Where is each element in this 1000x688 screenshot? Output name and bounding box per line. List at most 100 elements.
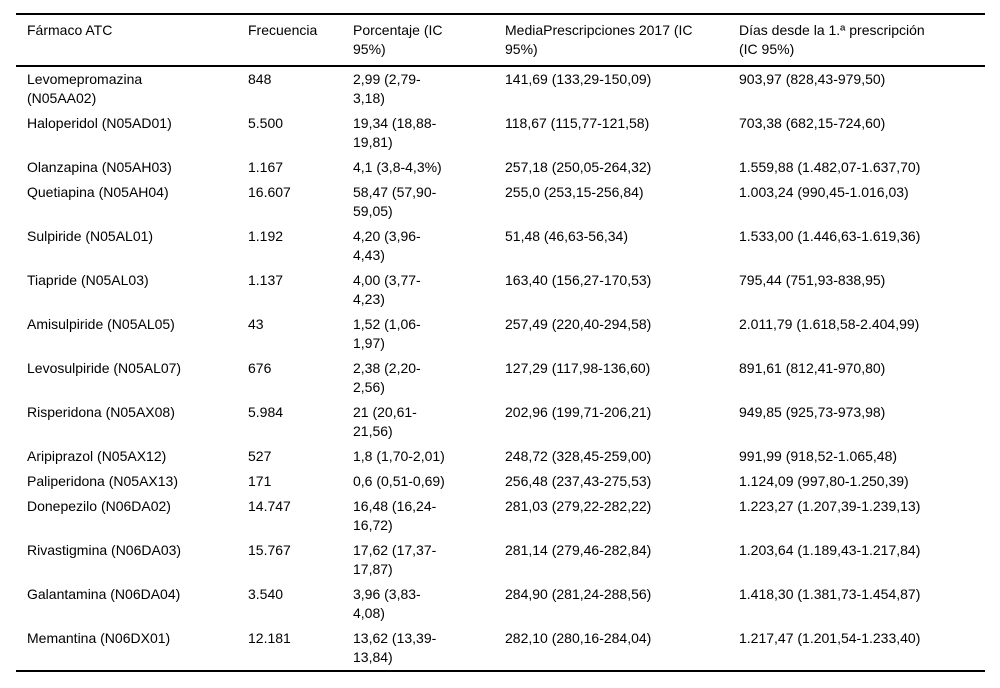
table-row: Sulpiride (N05AL01) 1.192 4,20 (3,96- 4,43… bbox=[16, 224, 985, 268]
table-cell: Risperidona (N05AX08) bbox=[27, 404, 175, 420]
table-cell: 15.767 bbox=[248, 542, 291, 558]
table-cell: 1.533,00 (1.446,63-1.619,36) bbox=[739, 228, 921, 244]
table-cell: 248,72 (328,45-259,00) bbox=[505, 448, 652, 464]
table-cell: 1.418,30 (1.381,73-1.454,87) bbox=[739, 586, 921, 602]
table-cell: 282,10 (280,16-284,04) bbox=[505, 630, 652, 646]
table-cell: 284,90 (281,24-288,56) bbox=[505, 586, 652, 602]
table-row: Rivastigmina (N06DA03) 15.767 17,62 (17,37… bbox=[16, 538, 985, 582]
table-cell: 4,20 (3,96- 4,43) bbox=[353, 228, 421, 263]
table-cell: 848 bbox=[248, 71, 272, 87]
drug-prescription-table: Fármaco ATC Frecuencia Porcentaje (IC 95… bbox=[16, 13, 985, 672]
table-row: Amisulpiride (N05AL05) 43 1,52 (1,06- 1,97… bbox=[16, 312, 985, 356]
table-cell: 202,96 (199,71-206,21) bbox=[505, 404, 652, 420]
table-cell: 2,99 (2,79- 3,18) bbox=[353, 71, 421, 106]
table-row: Donepezilo (N06DA02) 14.747 16,48 (16,24- … bbox=[16, 494, 985, 538]
table-cell: 141,69 (133,29-150,09) bbox=[505, 71, 652, 87]
table-cell: 3,96 (3,83- 4,08) bbox=[353, 586, 421, 621]
table-cell: 527 bbox=[248, 448, 272, 464]
table-cell: 795,44 (751,93-838,95) bbox=[739, 272, 886, 288]
table-cell: 1.203,64 (1.189,43-1.217,84) bbox=[739, 542, 921, 558]
table-cell: 51,48 (46,63-56,34) bbox=[505, 228, 628, 244]
table-cell: 257,18 (250,05-264,32) bbox=[505, 159, 652, 175]
table-row: Quetiapina (N05AH04) 16.607 58,47 (57,90- … bbox=[16, 180, 985, 224]
table-cell: 127,29 (117,98-136,60) bbox=[505, 360, 651, 376]
table-cell: 0,6 (0,51-0,69) bbox=[353, 473, 445, 489]
table-cell: Levomepromazina (N05AA02) bbox=[27, 71, 143, 106]
table-cell: 1.124,09 (997,80-1.250,39) bbox=[739, 473, 909, 489]
table-row: Memantina (N06DX01) 12.181 13,62 (13,39- 1… bbox=[16, 626, 985, 671]
table-cell: Galantamina (N06DA04) bbox=[27, 586, 181, 602]
table-cell: 891,61 (812,41-970,80) bbox=[739, 360, 886, 376]
table-cell: 5.984 bbox=[248, 404, 284, 420]
table-cell: Haloperidol (N05AD01) bbox=[27, 115, 172, 131]
table-cell: 703,38 (682,15-724,60) bbox=[739, 115, 886, 131]
table-cell: 903,97 (828,43-979,50) bbox=[739, 71, 886, 87]
table-row: Risperidona (N05AX08) 5.984 21 (20,61- 21,… bbox=[16, 400, 985, 444]
table-cell: 4,00 (3,77- 4,23) bbox=[353, 272, 421, 307]
table-cell: Paliperidona (N05AX13) bbox=[27, 473, 178, 489]
table-cell: 256,48 (237,43-275,53) bbox=[505, 473, 652, 489]
table-header: Fármaco ATC Frecuencia Porcentaje (IC 95… bbox=[16, 14, 985, 67]
column-header-farmaco-atc: Fármaco ATC bbox=[16, 14, 248, 67]
table-cell: 163,40 (156,27-170,53) bbox=[505, 272, 652, 288]
table-cell: Quetiapina (N05AH04) bbox=[27, 184, 169, 200]
table-cell: Rivastigmina (N06DA03) bbox=[27, 542, 182, 558]
table-cell: 1.223,27 (1.207,39-1.239,13) bbox=[739, 498, 921, 514]
table-cell: 991,99 (918,52-1.065,48) bbox=[739, 448, 898, 464]
table-cell: 281,14 (279,46-282,84) bbox=[505, 542, 652, 558]
table-row: Haloperidol (N05AD01) 5.500 19,34 (18,88- … bbox=[16, 111, 985, 155]
table-cell: Donepezilo (N06DA02) bbox=[27, 498, 171, 514]
table-cell: 949,85 (925,73-973,98) bbox=[739, 404, 886, 420]
table-cell: 1,8 (1,70-2,01) bbox=[353, 448, 445, 464]
column-header-frecuencia: Frecuencia bbox=[248, 14, 353, 67]
table-cell: 255,0 (253,15-256,84) bbox=[505, 184, 644, 200]
table-cell: 1.559,88 (1.482,07-1.637,70) bbox=[739, 159, 921, 175]
table-cell: 1.217,47 (1.201,54-1.233,40) bbox=[739, 630, 921, 646]
table-cell: 1.167 bbox=[248, 159, 284, 175]
table-cell: 2,38 (2,20- 2,56) bbox=[353, 360, 421, 395]
table-cell: 12.181 bbox=[248, 630, 291, 646]
table-cell: 19,34 (18,88- 19,81) bbox=[353, 115, 437, 150]
header-row: Fármaco ATC Frecuencia Porcentaje (IC 95… bbox=[16, 14, 985, 67]
table-cell: 171 bbox=[248, 473, 272, 489]
table-row: Levomepromazina (N05AA02) 848 2,99 (2,79- … bbox=[16, 66, 985, 111]
table-row: Levosulpiride (N05AL07) 676 2,38 (2,20- 2,… bbox=[16, 356, 985, 400]
table-cell: 43 bbox=[248, 316, 264, 332]
table-cell: Olanzapina (N05AH03) bbox=[27, 159, 172, 175]
table-cell: 1.003,24 (990,45-1.016,03) bbox=[739, 184, 909, 200]
table-cell: Amisulpiride (N05AL05) bbox=[27, 316, 175, 332]
column-header-media-prescripciones-2017: MediaPrescripciones 2017 (IC 95%) bbox=[505, 14, 739, 67]
table-cell: 4,1 (3,8-4,3%) bbox=[353, 159, 442, 175]
table-cell: 1.192 bbox=[248, 228, 284, 244]
table-cell: 3.540 bbox=[248, 586, 284, 602]
table-cell: 17,62 (17,37- 17,87) bbox=[353, 542, 437, 577]
column-header-dias-primera-prescripcion: Días desde la 1.ª prescripción (IC 95%) bbox=[739, 14, 985, 67]
table-cell: 16,48 (16,24- 16,72) bbox=[353, 498, 437, 533]
table-cell: 58,47 (57,90- 59,05) bbox=[353, 184, 437, 219]
table-cell: 16.607 bbox=[248, 184, 291, 200]
table-row: Aripiprazol (N05AX12) 527 1,8 (1,70-2,01) 2… bbox=[16, 444, 985, 469]
table-cell: 257,49 (220,40-294,58) bbox=[505, 316, 652, 332]
table-cell: Sulpiride (N05AL01) bbox=[27, 228, 154, 244]
table-cell: 118,67 (115,77-121,58) bbox=[505, 115, 650, 131]
table-cell: Memantina (N06DX01) bbox=[27, 630, 171, 646]
table-cell: 2.011,79 (1.618,58-2.404,99) bbox=[739, 316, 920, 332]
table-body: Levomepromazina (N05AA02) 848 2,99 (2,79- … bbox=[16, 66, 985, 671]
drug-prescription-table-container: Fármaco ATC Frecuencia Porcentaje (IC 95… bbox=[16, 13, 985, 672]
table-cell: Tiapride (N05AL03) bbox=[27, 272, 149, 288]
table-row: Paliperidona (N05AX13) 171 0,6 (0,51-0,69)… bbox=[16, 469, 985, 494]
table-cell: 676 bbox=[248, 360, 272, 376]
table-row: Tiapride (N05AL03) 1.137 4,00 (3,77- 4,23)… bbox=[16, 268, 985, 312]
table-row: Galantamina (N06DA04) 3.540 3,96 (3,83- 4,… bbox=[16, 582, 985, 626]
table-cell: 5.500 bbox=[248, 115, 284, 131]
table-row: Olanzapina (N05AH03) 1.167 4,1 (3,8-4,3%) 2… bbox=[16, 155, 985, 180]
table-cell: 21 (20,61- 21,56) bbox=[353, 404, 417, 439]
table-cell: 1,52 (1,06- 1,97) bbox=[353, 316, 421, 351]
table-cell: 14.747 bbox=[248, 498, 291, 514]
column-header-porcentaje: Porcentaje (IC 95%) bbox=[353, 14, 505, 67]
table-cell: 281,03 (279,22-282,22) bbox=[505, 498, 652, 514]
table-cell: 1.137 bbox=[248, 272, 284, 288]
table-cell: Aripiprazol (N05AX12) bbox=[27, 448, 167, 464]
table-cell: Levosulpiride (N05AL07) bbox=[27, 360, 182, 376]
table-cell: 13,62 (13,39- 13,84) bbox=[353, 630, 437, 665]
